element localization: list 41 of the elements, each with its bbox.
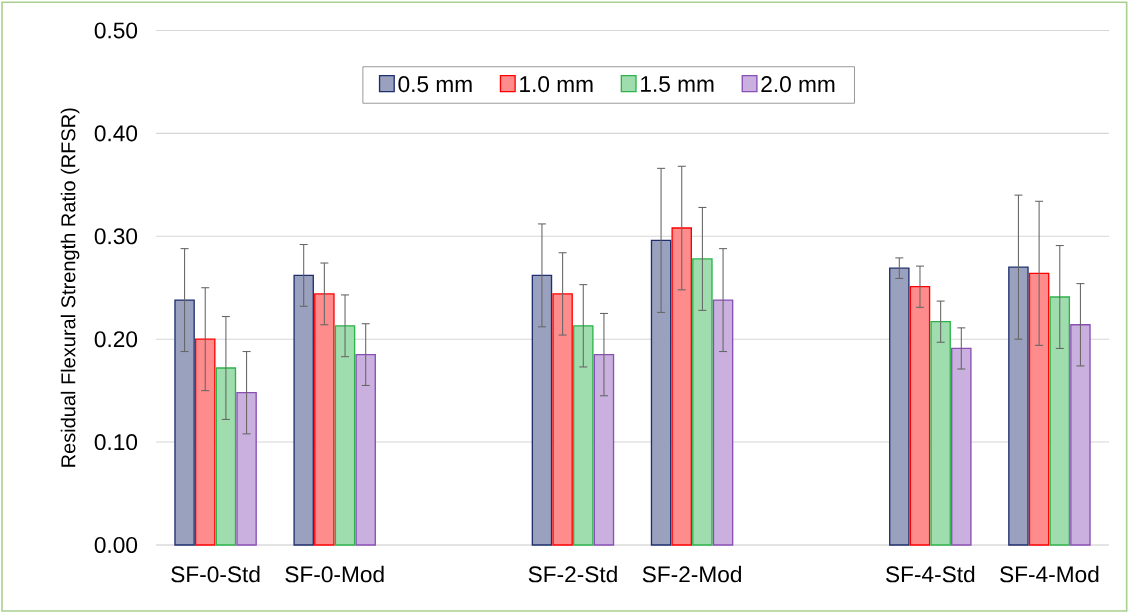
bar bbox=[1028, 272, 1050, 546]
bar bbox=[293, 274, 314, 546]
bar bbox=[573, 325, 594, 546]
bar bbox=[1008, 266, 1029, 546]
legend-label: 1.0 mm bbox=[520, 76, 593, 93]
bar bbox=[194, 338, 216, 546]
x-tick-label: SF-2-Mod bbox=[642, 565, 741, 583]
y-tick-label: 0.10 bbox=[94, 434, 138, 451]
bar bbox=[174, 299, 195, 546]
x-tick-label: SF-2-Std bbox=[528, 565, 617, 583]
bar bbox=[593, 353, 615, 546]
y-tick-label: 0.30 bbox=[94, 228, 138, 245]
bar bbox=[355, 353, 376, 546]
y-tick-label: 0.50 bbox=[94, 22, 138, 39]
y-axis-title: Residual Flexural Strength Ratio (RFSR) bbox=[60, 108, 80, 467]
bar bbox=[531, 274, 553, 546]
bar bbox=[650, 239, 672, 546]
bar bbox=[951, 347, 972, 546]
bar bbox=[215, 367, 237, 546]
y-tick-label: 0.20 bbox=[94, 331, 138, 348]
x-tick-label: SF-4-Std bbox=[885, 565, 975, 583]
bar bbox=[909, 286, 931, 546]
bar bbox=[1049, 296, 1071, 546]
bar bbox=[314, 293, 335, 546]
bar bbox=[692, 258, 713, 546]
legend-label: 2.0 mm bbox=[761, 76, 835, 93]
bar bbox=[671, 227, 692, 546]
bar bbox=[889, 267, 910, 546]
legend-label: 1.5 mm bbox=[641, 76, 714, 93]
bar bbox=[236, 392, 257, 546]
bar bbox=[930, 321, 951, 546]
bar bbox=[334, 325, 356, 546]
x-tick-label: SF-0-Mod bbox=[285, 565, 384, 583]
y-tick-label: 0.00 bbox=[94, 536, 138, 554]
x-tick-label: SF-4-Mod bbox=[1000, 565, 1099, 583]
x-tick-label: SF-0-Std bbox=[171, 565, 260, 583]
legend-label: 0.5 mm bbox=[398, 76, 472, 93]
y-tick-label: 0.40 bbox=[94, 125, 138, 142]
bar bbox=[712, 299, 734, 546]
bar bbox=[1070, 324, 1091, 546]
bar bbox=[552, 293, 573, 546]
